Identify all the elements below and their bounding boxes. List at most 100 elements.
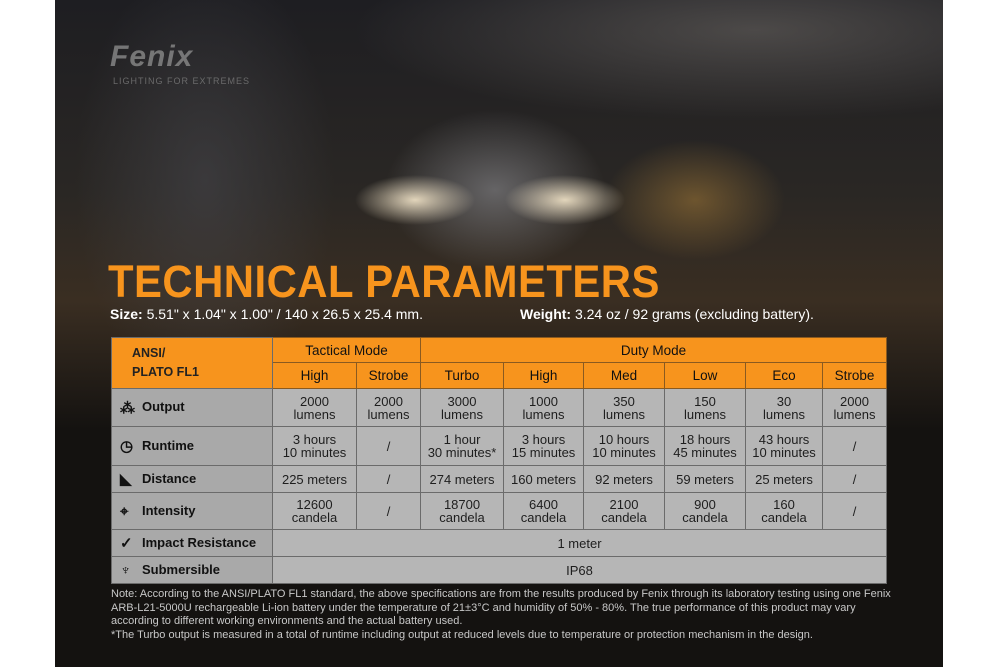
spec-cell: 2000 lumens (355, 388, 422, 427)
spec-cell: 3000 lumens (420, 388, 505, 427)
cell-line: 3000 (447, 393, 477, 409)
table-row-submersible: ♆ Submersible IP68 (111, 556, 888, 584)
spec-cell: 92 meters (583, 465, 666, 493)
row-label: ⌖ Intensity (111, 492, 273, 530)
row-label-text: Intensity (142, 502, 196, 518)
impact-value: 1 meter (271, 529, 888, 557)
spec-cell: / (822, 426, 888, 466)
cell-line: candela (761, 510, 807, 525)
spec-cell: 2100 candela (583, 492, 666, 530)
cell-line: 18 hours (679, 432, 731, 447)
row-label-text: Runtime (142, 437, 194, 453)
spec-cell: 10 hours 10 minutes (583, 426, 666, 466)
mode-header: Strobe (822, 362, 888, 389)
cell-line: / (852, 471, 857, 487)
clock-icon: ◷ (120, 438, 134, 456)
spec-cell: 3 hours 10 minutes (272, 426, 357, 466)
cell-line: 274 meters (429, 471, 495, 487)
spec-cell: 2000 lumens (822, 388, 888, 427)
spec-cell: / (355, 426, 422, 466)
cell-line: 10 minutes (592, 445, 656, 460)
cell-line: / (852, 503, 857, 519)
cell-line: 30 minutes* (427, 445, 497, 460)
target-icon: ⌖ (120, 503, 129, 521)
mode-header: Med (583, 362, 666, 389)
cell-line: lumens (684, 406, 726, 422)
weight-spec: Weight: 3.24 oz / 92 grams (excluding ba… (520, 306, 814, 322)
cell-line: / (386, 438, 391, 454)
weight-label: Weight: (520, 306, 572, 322)
cell-line: 2000 (840, 393, 869, 409)
cell-line: 30 (776, 393, 792, 409)
spec-cell: 18700 candela (420, 492, 505, 530)
cell-line: lumens (293, 406, 336, 422)
brand-tagline: LIGHTING FOR EXTREMES (113, 76, 251, 86)
beam-distance-icon: ◣ (120, 471, 132, 489)
cell-line: 10 hours (598, 432, 650, 447)
spec-cell: 2000 lumens (272, 388, 357, 427)
mode-header: High (272, 362, 357, 389)
cell-line: / (386, 471, 391, 487)
tactical-mode-header: Tactical Mode (271, 337, 422, 363)
cell-line: lumens (603, 406, 645, 422)
cell-line: 160 meters (510, 471, 577, 487)
cell-line: 1000 (529, 393, 558, 409)
row-label: ✓ Impact Resistance (111, 529, 273, 557)
cell-line: 10 minutes (282, 445, 347, 460)
spec-cell: 225 meters (272, 465, 357, 493)
cell-line: 15 minutes (511, 445, 576, 460)
spec-cell: 160 candela (745, 492, 824, 530)
cell-line: 43 hours (758, 432, 810, 447)
cell-line: candela (439, 510, 485, 525)
cell-line: lumens (522, 406, 565, 422)
spec-cell: 59 meters (664, 465, 747, 493)
table-row: ⁂ Output 2000 lumens 2000 lumens 3000 lumens 100… (111, 388, 888, 427)
spec-cell: 900 candela (664, 492, 747, 530)
cell-line: candela (601, 510, 647, 525)
spec-cell: 3 hours 15 minutes (503, 426, 585, 466)
table-row: ◣ Distance 225 meters / 274 meters 160 meters… (111, 465, 888, 493)
spec-cell: / (355, 465, 422, 493)
row-label-text: Distance (142, 470, 197, 486)
cell-line: 160 (773, 497, 795, 512)
cell-line: lumens (833, 406, 876, 422)
cell-line: 92 meters (595, 471, 653, 487)
spec-cell: 25 meters (745, 465, 824, 493)
cell-line: 45 minutes (673, 445, 737, 460)
footnotes: Note: According to the ANSI/PLATO FL1 st… (111, 588, 901, 642)
cell-line: lumens (441, 406, 483, 422)
cell-line: 10 minutes (752, 445, 816, 460)
row-label: ◷ Runtime (111, 426, 273, 466)
cell-line: 350 (613, 393, 635, 409)
light-burst-icon: ⁂ (120, 399, 135, 417)
row-label-text: Impact Resistance (142, 534, 257, 550)
spec-table: ANSI/PLATO FL1 Tactical Mode Duty Mode High… (111, 337, 888, 584)
cell-line: 6400 (529, 497, 558, 512)
cell-line: 1 hour (443, 432, 481, 447)
cell-line: 18700 (443, 497, 481, 512)
spec-cell: 274 meters (420, 465, 505, 493)
cell-line: / (386, 503, 391, 519)
cell-line: 2000 (300, 393, 329, 409)
impact-icon: ✓ (120, 535, 133, 553)
size-spec: Size: 5.51" x 1.04" x 1.00" / 140 x 26.5… (110, 306, 423, 322)
row-label: ♆ Submersible (111, 556, 273, 584)
standard-line: PLATO FL1 (132, 365, 199, 379)
row-label: ◣ Distance (111, 465, 273, 493)
spec-cell: / (355, 492, 422, 530)
cell-line: 59 meters (676, 471, 734, 487)
cell-line: lumens (763, 406, 805, 422)
spec-cell: 6400 candela (503, 492, 585, 530)
mode-header: High (503, 362, 585, 389)
duty-mode-header: Duty Mode (420, 337, 888, 363)
spec-cell: 12600 candela (272, 492, 357, 530)
water-icon: ♆ (120, 562, 132, 580)
cell-line: 12600 (296, 497, 333, 512)
mode-header: Strobe (355, 362, 422, 389)
spec-cell: 1000 lumens (503, 388, 585, 427)
spec-cell: / (822, 465, 888, 493)
row-label-text: Submersible (142, 561, 221, 577)
cell-line: 225 meters (281, 471, 348, 487)
standard-header: ANSI/PLATO FL1 (111, 337, 273, 389)
table-row: ◷ Runtime 3 hours 10 minutes / 1 hour 30 minut… (111, 426, 888, 466)
